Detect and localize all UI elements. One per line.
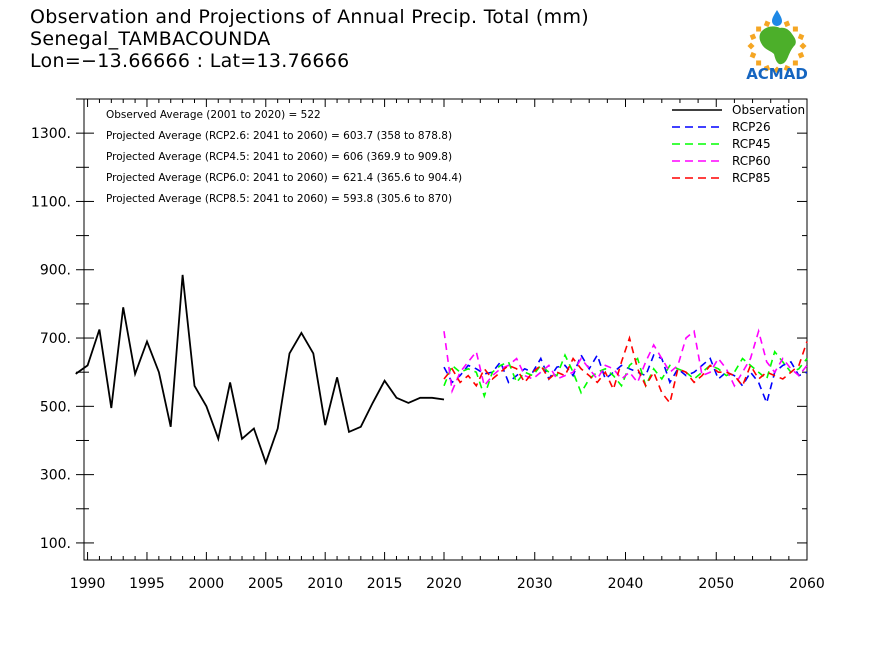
- sun-ray-mark: [749, 33, 757, 41]
- acmad-logo: ACMAD: [746, 10, 808, 82]
- series-line-observation: [75, 274, 445, 466]
- sun-ray-mark: [797, 51, 805, 59]
- stat-annotation: Projected Average (RCP8.5: 2041 to 2060)…: [106, 193, 452, 205]
- series-line-rcp26: [443, 353, 808, 406]
- y-tick-label: 1300.: [31, 126, 71, 142]
- title-block: Observation and Projections of Annual Pr…: [30, 6, 589, 72]
- coordinates-label: Lon=−13.66666 : Lat=13.76666: [30, 50, 350, 72]
- legend-label: Observation: [732, 103, 805, 117]
- legend-label: RCP45: [732, 137, 771, 151]
- x-axis: 1990 1995 2000 2005 2010 2015 2020 2030 2040 2050…: [70, 99, 825, 592]
- sun-ray-mark: [756, 60, 762, 66]
- chart-title: Observation and Projections of Annual Pr…: [30, 6, 589, 28]
- legend-label: RCP85: [732, 171, 771, 185]
- sun-ray-mark: [773, 66, 781, 74]
- sun-ray-mark: [783, 64, 791, 72]
- series-layer: [75, 274, 808, 466]
- x-tick-label: 2005: [248, 576, 284, 592]
- x-tick-label: 2050: [698, 576, 734, 592]
- y-tick-label: 900.: [40, 263, 71, 279]
- x-tick-label: 2040: [608, 576, 644, 592]
- sun-ray-mark: [763, 20, 771, 28]
- x-tick-label: 1995: [129, 576, 165, 592]
- logo-text: ACMAD: [746, 65, 808, 82]
- y-tick-label: 300.: [40, 468, 71, 484]
- annotations: Observed Average (2001 to 2020) = 522 Pro…: [106, 109, 462, 205]
- x-tick-label: 2020: [426, 576, 462, 592]
- series-line-rcp85: [443, 335, 808, 405]
- sun-ray-mark: [749, 51, 757, 59]
- x-tick-label: 2030: [517, 576, 553, 592]
- x-tick-label: 2000: [189, 576, 225, 592]
- plot-frame: [83, 98, 808, 561]
- x-tick-label: 2010: [307, 576, 343, 592]
- y-axis: 100. 300. 500. 700. 900. 1100. 1300.: [31, 98, 807, 552]
- y-tick-label: 700.: [40, 331, 71, 347]
- sun-ray-mark: [792, 26, 798, 32]
- series-line-rcp60: [443, 328, 808, 394]
- raindrop-icon: [772, 10, 782, 26]
- sun-ray-mark: [797, 33, 805, 41]
- y-tick-label: 500.: [40, 399, 71, 415]
- location-label: Senegal_TAMBACOUNDA: [30, 28, 271, 50]
- africa-icon: [759, 26, 796, 65]
- legend-label: RCP26: [732, 120, 771, 134]
- stat-annotation: Observed Average (2001 to 2020) = 522: [106, 109, 321, 121]
- x-tick-label: 2060: [789, 576, 825, 592]
- stat-annotation: Projected Average (RCP4.5: 2041 to 2060)…: [106, 151, 452, 163]
- x-tick-label: 1990: [70, 576, 106, 592]
- sun-ray-mark: [799, 42, 807, 50]
- stat-annotation: Projected Average (RCP2.6: 2041 to 2060)…: [106, 130, 452, 142]
- stat-annotation: Projected Average (RCP6.0: 2041 to 2060)…: [106, 172, 462, 184]
- sun-ray-mark: [792, 60, 798, 66]
- y-tick-label: 1100.: [31, 194, 71, 210]
- legend-label: RCP60: [732, 154, 771, 168]
- sun-ray-mark: [756, 26, 762, 32]
- x-tick-label: 2015: [367, 576, 403, 592]
- sun-ray-mark: [747, 42, 755, 50]
- y-tick-label: 100.: [40, 536, 71, 552]
- sun-ray-mark: [783, 20, 791, 28]
- sun-ray-mark: [763, 64, 771, 72]
- legend: Observation RCP26 RCP45 RCP60 RCP85: [672, 103, 805, 185]
